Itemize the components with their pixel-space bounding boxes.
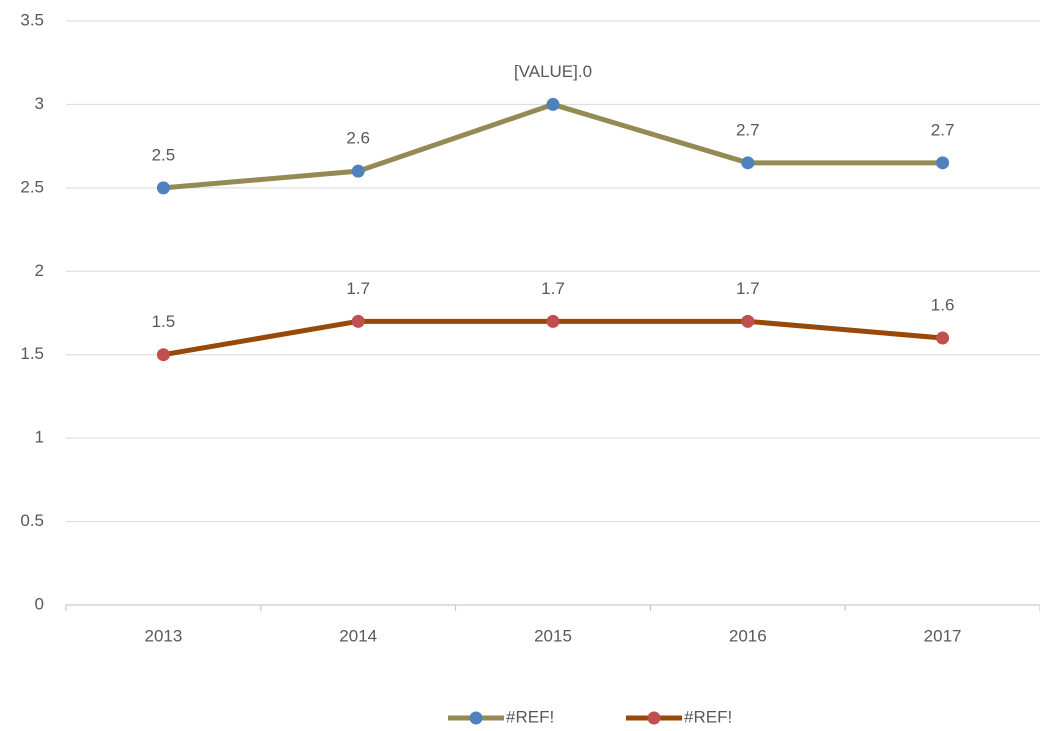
marker bbox=[156, 181, 170, 195]
y-tick-label: 1 bbox=[35, 428, 44, 447]
data-label: [VALUE].0 bbox=[514, 62, 592, 81]
y-tick-label: 3 bbox=[35, 94, 44, 113]
legend-label: #REF! bbox=[506, 707, 554, 726]
marker bbox=[351, 164, 365, 178]
marker bbox=[741, 314, 755, 328]
marker bbox=[546, 97, 560, 111]
y-tick-label: 2 bbox=[35, 261, 44, 280]
legend-marker bbox=[647, 711, 661, 725]
y-tick-label: 2.5 bbox=[20, 177, 44, 196]
x-tick-label: 2017 bbox=[924, 626, 962, 645]
data-label: 1.6 bbox=[931, 296, 955, 315]
y-tick-label: 0.5 bbox=[20, 511, 44, 530]
x-tick-label: 2014 bbox=[339, 626, 377, 645]
x-tick-label: 2016 bbox=[729, 626, 767, 645]
marker bbox=[936, 156, 950, 170]
y-tick-label: 0 bbox=[35, 594, 44, 613]
marker bbox=[156, 348, 170, 362]
legend-marker bbox=[469, 711, 483, 725]
data-label: 1.7 bbox=[541, 279, 565, 298]
data-label: 2.6 bbox=[346, 129, 370, 148]
marker bbox=[351, 314, 365, 328]
data-label: 2.5 bbox=[152, 145, 176, 164]
marker bbox=[546, 314, 560, 328]
x-tick-label: 2013 bbox=[144, 626, 182, 645]
legend-label: #REF! bbox=[684, 707, 732, 726]
x-tick-label: 2015 bbox=[534, 626, 572, 645]
data-label: 1.7 bbox=[346, 279, 370, 298]
marker bbox=[741, 156, 755, 170]
marker bbox=[936, 331, 950, 345]
series-line bbox=[163, 101, 943, 191]
data-label: 1.7 bbox=[736, 279, 760, 298]
y-tick-label: 1.5 bbox=[20, 344, 44, 363]
y-tick-label: 3.5 bbox=[20, 10, 44, 29]
data-label: 2.7 bbox=[736, 120, 760, 139]
data-label: 2.7 bbox=[931, 120, 955, 139]
data-label: 1.5 bbox=[152, 312, 176, 331]
